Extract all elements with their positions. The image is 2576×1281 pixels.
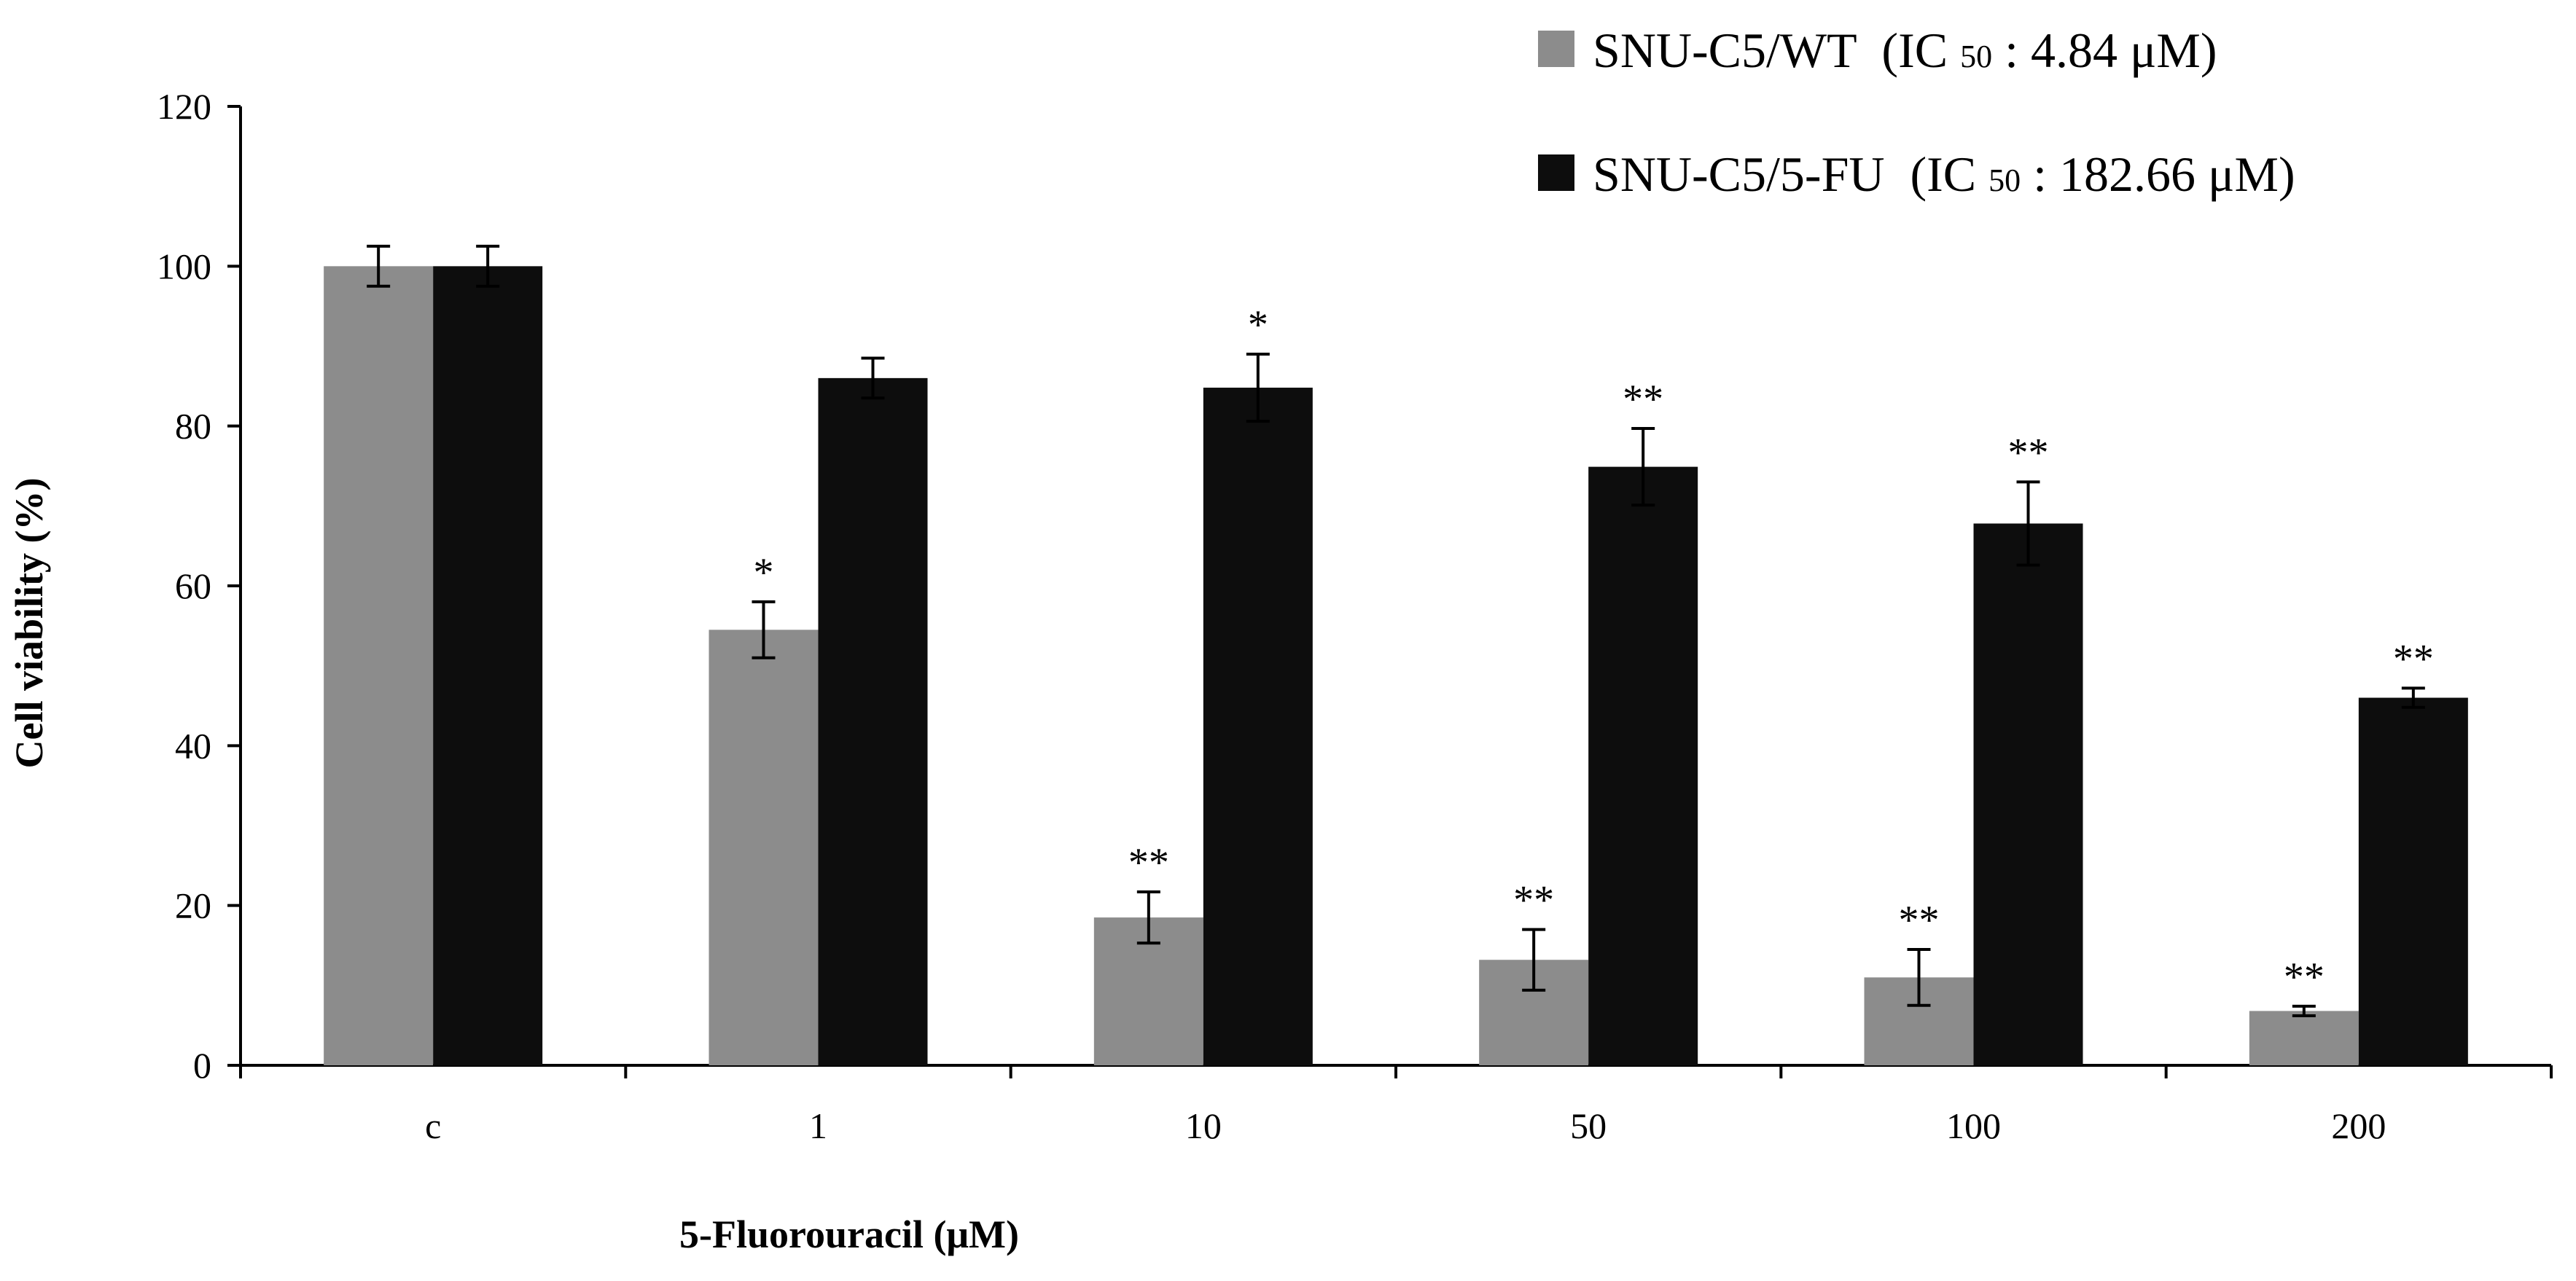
legend-label-5fu: SNU-C5/5-FU (IC 50 : 182.66 μM) xyxy=(1593,146,2295,202)
bar-wt xyxy=(2249,1011,2359,1065)
bar-5fu xyxy=(433,266,543,1065)
bar-5fu xyxy=(1203,388,1313,1065)
legend-ic50-value-wt: : 4.84 μM) xyxy=(2005,23,2217,78)
y-axis-title: Cell viability (%) xyxy=(7,478,51,769)
significance-marker: ** xyxy=(2008,430,2049,475)
bar-5fu xyxy=(1588,466,1698,1065)
significance-group: ***** *********** xyxy=(754,302,2434,1000)
y-tick-label: 0 xyxy=(193,1045,211,1086)
x-tick-label: 200 xyxy=(2331,1105,2386,1146)
bar-5fu xyxy=(2358,697,2468,1065)
significance-marker: * xyxy=(754,550,774,595)
significance-marker: ** xyxy=(1128,840,1169,885)
significance-marker: ** xyxy=(1623,377,1663,422)
legend-ic50-subscript-wt: 50 xyxy=(1960,39,1992,74)
y-tick-label: 60 xyxy=(175,565,211,606)
y-tick-label: 100 xyxy=(157,246,211,286)
x-tick-label: 50 xyxy=(1570,1105,1607,1146)
significance-marker: ** xyxy=(2393,636,2434,681)
legend: SNU-C5/WT (IC 50 : 4.84 μM) SNU-C5/5-FU … xyxy=(1538,23,2295,202)
bar-5fu xyxy=(818,377,928,1065)
legend-ic50-5fu: (IC xyxy=(1910,146,1977,202)
legend-series-name-wt: SNU-C5/WT xyxy=(1593,23,1857,78)
legend-ic50-wt: (IC xyxy=(1881,23,1948,78)
bar-5fu xyxy=(1973,523,2083,1065)
y-axis: 0 20 40 60 80 100 120 xyxy=(157,86,242,1086)
x-tick-label: 10 xyxy=(1185,1105,1222,1146)
bar-wt xyxy=(709,630,819,1065)
error-bars-group xyxy=(367,244,2425,1018)
legend-label-wt: SNU-C5/WT (IC 50 : 4.84 μM) xyxy=(1593,23,2217,78)
x-axis-title: 5-Fluorouracil (μM) xyxy=(679,1213,1019,1256)
significance-marker: * xyxy=(1248,302,1268,348)
bar-wt xyxy=(324,266,434,1065)
x-tick-label: 1 xyxy=(809,1105,827,1146)
legend-series-name-5fu: SNU-C5/5-FU xyxy=(1593,146,1885,202)
bars-group xyxy=(324,266,2468,1065)
y-tick-label: 20 xyxy=(175,885,211,926)
legend-ic50-subscript-5fu: 50 xyxy=(1988,162,2021,198)
x-tick-label: 100 xyxy=(1946,1105,2001,1146)
significance-marker: ** xyxy=(2284,955,2325,1000)
legend-swatch-wt xyxy=(1538,31,1574,67)
y-tick-label: 40 xyxy=(175,725,211,766)
significance-marker: ** xyxy=(1899,898,1940,943)
x-axis: c 1 10 50 100 200 xyxy=(239,1064,2553,1146)
y-tick-label: 120 xyxy=(157,86,211,127)
legend-swatch-5fu xyxy=(1538,154,1574,191)
y-tick-label: 80 xyxy=(175,406,211,447)
significance-marker: ** xyxy=(1513,878,1554,923)
legend-ic50-value-5fu: : 182.66 μM) xyxy=(2033,146,2295,202)
x-tick-label: c xyxy=(425,1105,441,1146)
